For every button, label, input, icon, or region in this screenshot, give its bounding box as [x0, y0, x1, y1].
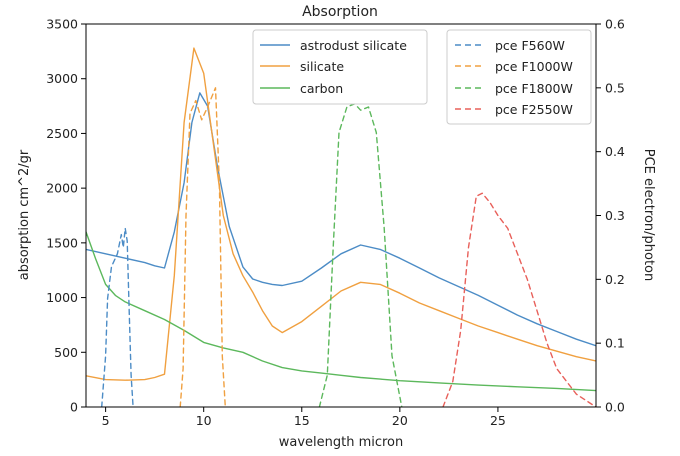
legend-label-astrodust-silicate: astrodust silicate: [300, 38, 407, 53]
legend-label-pce-f560w: pce F560W: [495, 38, 565, 53]
y-tick-label: 2000: [46, 181, 78, 196]
legend-left: astrodust silicate silicate carbon: [252, 29, 428, 105]
y2-tick-label: 0.4: [605, 144, 625, 159]
legend-label-silicate: silicate: [300, 59, 344, 74]
y-tick-label: 1500: [46, 235, 78, 250]
y2-tick-label: 0.5: [605, 80, 625, 95]
x-axis-label: wavelength micron: [279, 435, 404, 450]
x-tick-label: 10: [196, 413, 212, 428]
legend-label-pce-f1800w: pce F1800W: [495, 81, 573, 96]
y-tick-label: 0: [70, 400, 78, 415]
series-line-silicate: [86, 47, 596, 381]
y2-tick-label: 0.2: [605, 272, 625, 287]
y-tick-label: 2500: [46, 126, 78, 141]
y2-tick-label: 0.1: [605, 336, 625, 351]
series-line-astrodust-silicate: [86, 92, 596, 347]
series-line-pce-f1000w: [179, 87, 226, 407]
series-line-pce-f1800w: [318, 103, 403, 407]
y-tick-label: 1000: [46, 290, 78, 305]
series-layer: [86, 47, 596, 407]
series-line-carbon: [86, 231, 596, 392]
legend-left-box: [252, 29, 428, 105]
legend-label-carbon: carbon: [300, 81, 343, 96]
y2-tick-label: 0.6: [605, 17, 625, 32]
x-tick-label: 15: [294, 413, 310, 428]
legend-right: pce F560W pce F1000W pce F1800W pce F255…: [446, 29, 592, 125]
series-line-pce-f2550w: [442, 192, 596, 407]
x-tick-label: 5: [102, 413, 110, 428]
ticks-layer: 5 10 15 20 25 0 500 1000 1500 2000 2500 3000 3500 0.0…: [46, 17, 625, 429]
y-axis-label: absorption cm^2/gr: [17, 149, 32, 280]
y-tick-label: 3500: [46, 17, 78, 32]
legend-label-pce-f2550w: pce F2550W: [495, 102, 573, 117]
series-line-pce-f560w: [101, 227, 134, 407]
x-tick-label: 20: [392, 413, 408, 428]
y2-tick-label: 0.0: [605, 400, 625, 415]
y2-tick-label: 0.3: [605, 208, 625, 223]
y-tick-label: 3000: [46, 71, 78, 86]
x-tick-label: 25: [490, 413, 506, 428]
legend-right-box: [446, 29, 592, 125]
plot-area: [85, 23, 597, 408]
legend-label-pce-f1000w: pce F1000W: [495, 59, 573, 74]
y2-axis-label: PCE electron/photon: [641, 149, 656, 281]
chart-title: Absorption: [302, 4, 378, 20]
y-tick-label: 500: [54, 345, 78, 360]
